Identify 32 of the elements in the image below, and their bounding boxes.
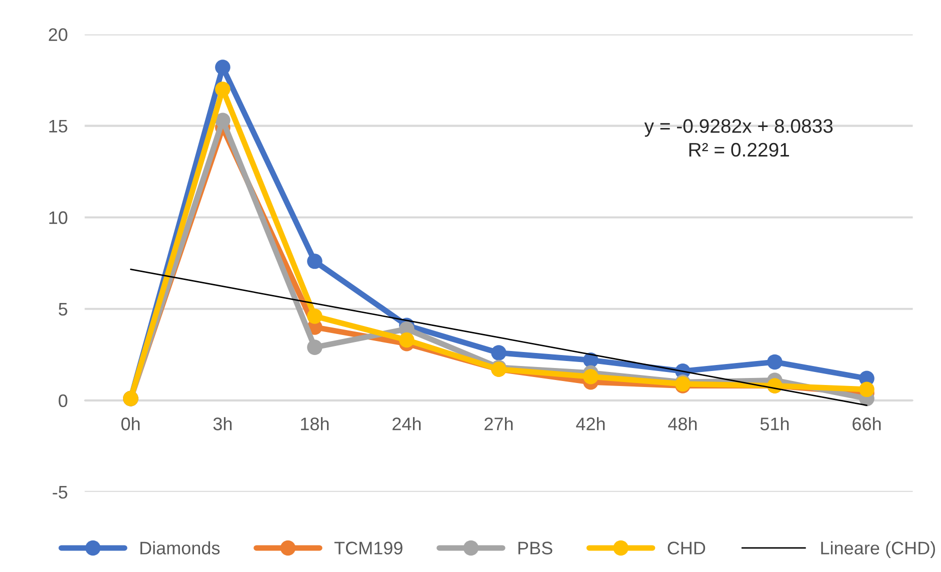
legend-label: CHD bbox=[668, 542, 706, 554]
x-tick-label: 3h bbox=[213, 417, 232, 430]
point bbox=[307, 254, 322, 269]
x-tick-label: 51h bbox=[760, 417, 789, 430]
point bbox=[583, 368, 598, 384]
annotation: y = -0.9282x + 8.0833 R² = 0.2291 bbox=[644, 119, 833, 157]
point bbox=[307, 340, 322, 355]
x-tick-label: 24h bbox=[392, 417, 421, 430]
y-tick-label: 10 bbox=[49, 211, 68, 224]
point bbox=[491, 345, 506, 360]
y-tick-label: 5 bbox=[58, 303, 68, 316]
x-tick-label: 18h bbox=[301, 417, 329, 430]
y-tick-label: 15 bbox=[49, 120, 68, 133]
x-tick-label: 42h bbox=[576, 417, 605, 430]
x-tick-label: 48h bbox=[668, 417, 697, 430]
point bbox=[215, 60, 230, 75]
point bbox=[859, 382, 874, 398]
x-tick-label: 0h bbox=[121, 417, 140, 430]
x-tick-label: 27h bbox=[484, 417, 513, 430]
point bbox=[399, 332, 414, 348]
x-tick-label: 66h bbox=[852, 417, 881, 430]
point bbox=[767, 354, 782, 370]
point bbox=[215, 112, 230, 128]
legend-label: TCM199 bbox=[334, 542, 402, 554]
y-tick-label: 20 bbox=[48, 28, 68, 42]
point bbox=[215, 82, 230, 97]
y-tick-label: -5 bbox=[52, 486, 68, 499]
point bbox=[307, 308, 322, 324]
legend-label: PBS bbox=[518, 542, 552, 554]
legend-label: Lineare (CHD) bbox=[821, 541, 936, 558]
y-tick-label: 0 bbox=[58, 394, 68, 408]
legend-label: Diamonds bbox=[140, 541, 220, 554]
